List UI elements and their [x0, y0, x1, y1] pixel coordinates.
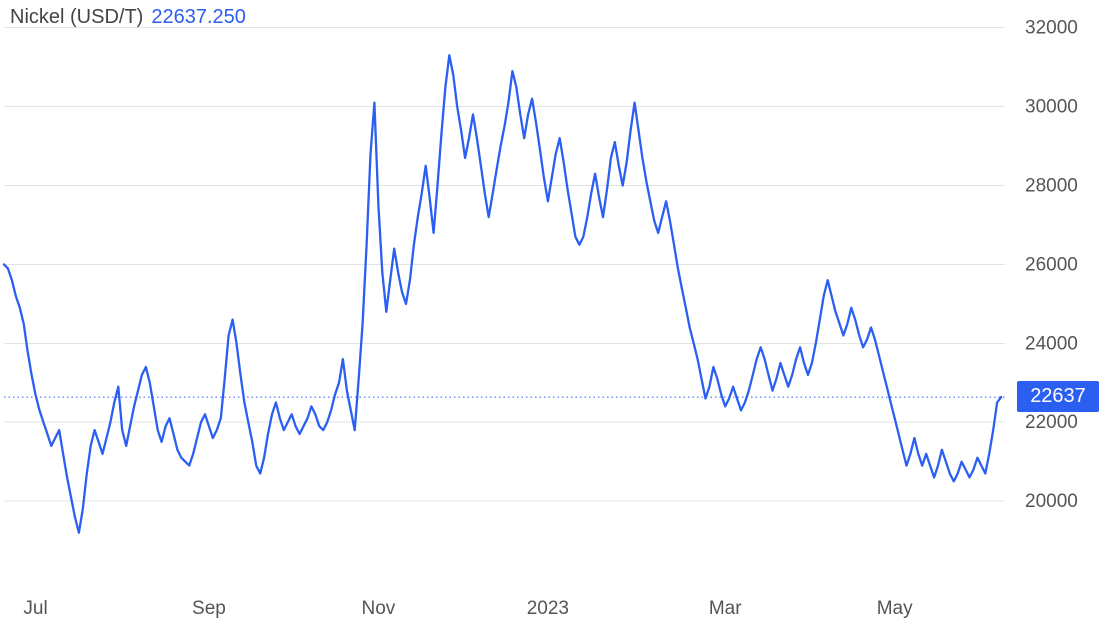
y-tick-label: 28000: [1025, 176, 1078, 197]
nickel-price-chart: Nickel (USD/T) 22637.250 200002200024000…: [0, 0, 1114, 638]
y-tick-label: 20000: [1025, 491, 1078, 512]
x-tick-label: Jul: [23, 598, 47, 619]
x-tick-label: Mar: [709, 598, 742, 619]
y-tick-label: 30000: [1025, 97, 1078, 118]
y-tick-label: 22000: [1025, 412, 1078, 433]
x-tick-label: 2023: [527, 598, 569, 619]
y-tick-label: 24000: [1025, 333, 1078, 354]
y-tick-label: 26000: [1025, 254, 1078, 275]
x-tick-label: Nov: [361, 598, 395, 619]
x-tick-label: May: [877, 598, 913, 619]
x-tick-label: Sep: [192, 598, 226, 619]
chart-plot: 20000 22000 24000 26000 28000 30000 32000 Jul Se…: [0, 0, 1114, 638]
y-tick-label: 32000: [1025, 18, 1078, 39]
current-price-tag: 22637: [1017, 381, 1099, 412]
